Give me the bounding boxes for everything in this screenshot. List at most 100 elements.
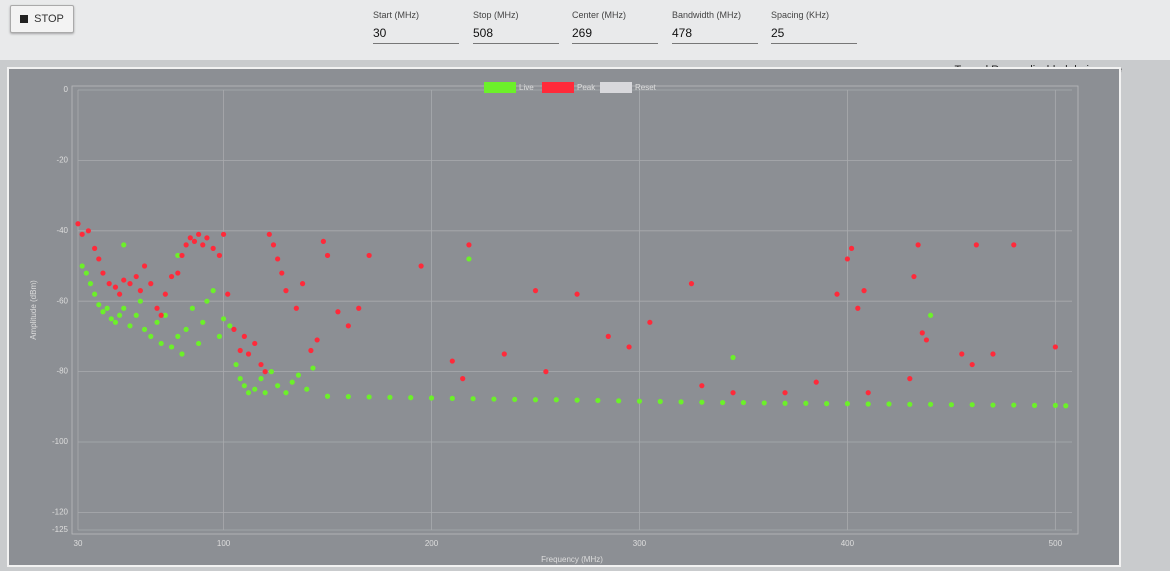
- field-label: Bandwidth (MHz): [672, 10, 742, 20]
- data-point: [283, 288, 289, 294]
- data-point: [782, 390, 788, 396]
- y-tick-label: 0: [64, 85, 69, 94]
- data-point: [595, 397, 601, 404]
- data-point: [187, 235, 193, 241]
- data-point: [104, 305, 110, 311]
- data-point: [175, 270, 181, 276]
- data-point: [210, 245, 216, 251]
- data-point: [252, 386, 258, 392]
- legend-label: Reset: [635, 83, 657, 92]
- data-point: [959, 351, 965, 357]
- stop-label: STOP: [34, 13, 64, 25]
- data-point: [148, 281, 154, 287]
- input-field[interactable]: Center (MHz) 269: [572, 10, 658, 44]
- data-point: [141, 326, 148, 332]
- data-point: [112, 284, 119, 290]
- field-value[interactable]: 30: [373, 26, 459, 44]
- data-point: [574, 397, 580, 403]
- data-point: [626, 344, 632, 350]
- data-point: [262, 369, 268, 375]
- data-point: [270, 242, 277, 248]
- data-point: [168, 273, 175, 280]
- data-point: [466, 242, 472, 248]
- data-point: [293, 305, 299, 311]
- plot-area: [71, 85, 1079, 535]
- chart-frame: [7, 67, 1121, 567]
- data-point: [279, 270, 285, 276]
- data-point: [335, 309, 341, 315]
- data-point: [927, 312, 934, 318]
- data-point: [919, 330, 925, 336]
- stop-button[interactable]: STOP: [10, 5, 74, 33]
- data-point: [210, 288, 216, 294]
- field-label: Start (MHz): [373, 10, 419, 20]
- data-point: [678, 399, 684, 405]
- data-point: [79, 231, 85, 237]
- data-point: [915, 242, 921, 248]
- data-point: [657, 398, 663, 405]
- data-point: [308, 347, 314, 354]
- data-point: [813, 379, 819, 385]
- data-point: [699, 399, 705, 405]
- field-value[interactable]: 25: [771, 26, 857, 44]
- field-value[interactable]: 269: [572, 26, 658, 44]
- input-field[interactable]: Start (MHz) 30: [373, 10, 459, 44]
- field-value[interactable]: 508: [473, 26, 559, 44]
- data-point: [96, 256, 102, 262]
- data-point: [289, 379, 295, 385]
- data-point: [275, 256, 281, 262]
- data-point: [196, 231, 202, 237]
- input-field[interactable]: Bandwidth (MHz) 478: [672, 10, 758, 44]
- data-point: [834, 291, 840, 297]
- x-tick-label: 500: [1049, 539, 1063, 548]
- data-point: [127, 281, 133, 287]
- data-point: [460, 376, 466, 382]
- data-point: [761, 400, 767, 406]
- data-point: [848, 245, 855, 251]
- data-point: [907, 376, 913, 382]
- field-label: Stop (MHz): [473, 10, 519, 20]
- data-point: [345, 393, 351, 400]
- data-point: [258, 361, 264, 368]
- data-point: [865, 401, 871, 407]
- x-tick-label: 100: [217, 539, 231, 548]
- data-point: [605, 333, 611, 339]
- legend-swatch: [484, 82, 516, 93]
- data-point: [1052, 344, 1058, 350]
- data-point: [100, 309, 106, 315]
- data-point: [108, 316, 114, 322]
- data-point: [162, 291, 168, 297]
- data-point: [990, 402, 996, 408]
- data-point: [268, 369, 274, 375]
- data-point: [220, 316, 227, 322]
- data-point: [304, 386, 310, 392]
- data-point: [1011, 242, 1017, 248]
- data-point: [191, 238, 198, 244]
- data-point: [310, 365, 316, 371]
- input-field[interactable]: Stop (MHz) 508: [473, 10, 559, 44]
- data-point: [175, 252, 181, 259]
- field-value[interactable]: 478: [672, 26, 758, 44]
- data-point: [200, 242, 206, 248]
- data-point: [121, 277, 127, 283]
- data-point: [100, 270, 106, 276]
- data-point: [969, 402, 975, 408]
- data-point: [83, 270, 89, 276]
- data-point: [314, 337, 320, 343]
- data-point: [345, 323, 351, 329]
- data-point: [501, 351, 507, 357]
- input-field[interactable]: Spacing (KHz) 25: [771, 10, 857, 44]
- data-point: [275, 383, 281, 389]
- data-point: [183, 242, 189, 248]
- legend-label: Live: [519, 83, 534, 92]
- data-point: [262, 390, 268, 396]
- data-point: [616, 398, 622, 404]
- data-point: [92, 291, 98, 297]
- x-axis-label: Frequency (MHz): [541, 555, 603, 564]
- legend-swatch: [542, 82, 574, 93]
- data-point: [162, 312, 168, 318]
- data-point: [141, 263, 148, 269]
- legend-swatch: [600, 82, 632, 93]
- data-point: [266, 231, 272, 237]
